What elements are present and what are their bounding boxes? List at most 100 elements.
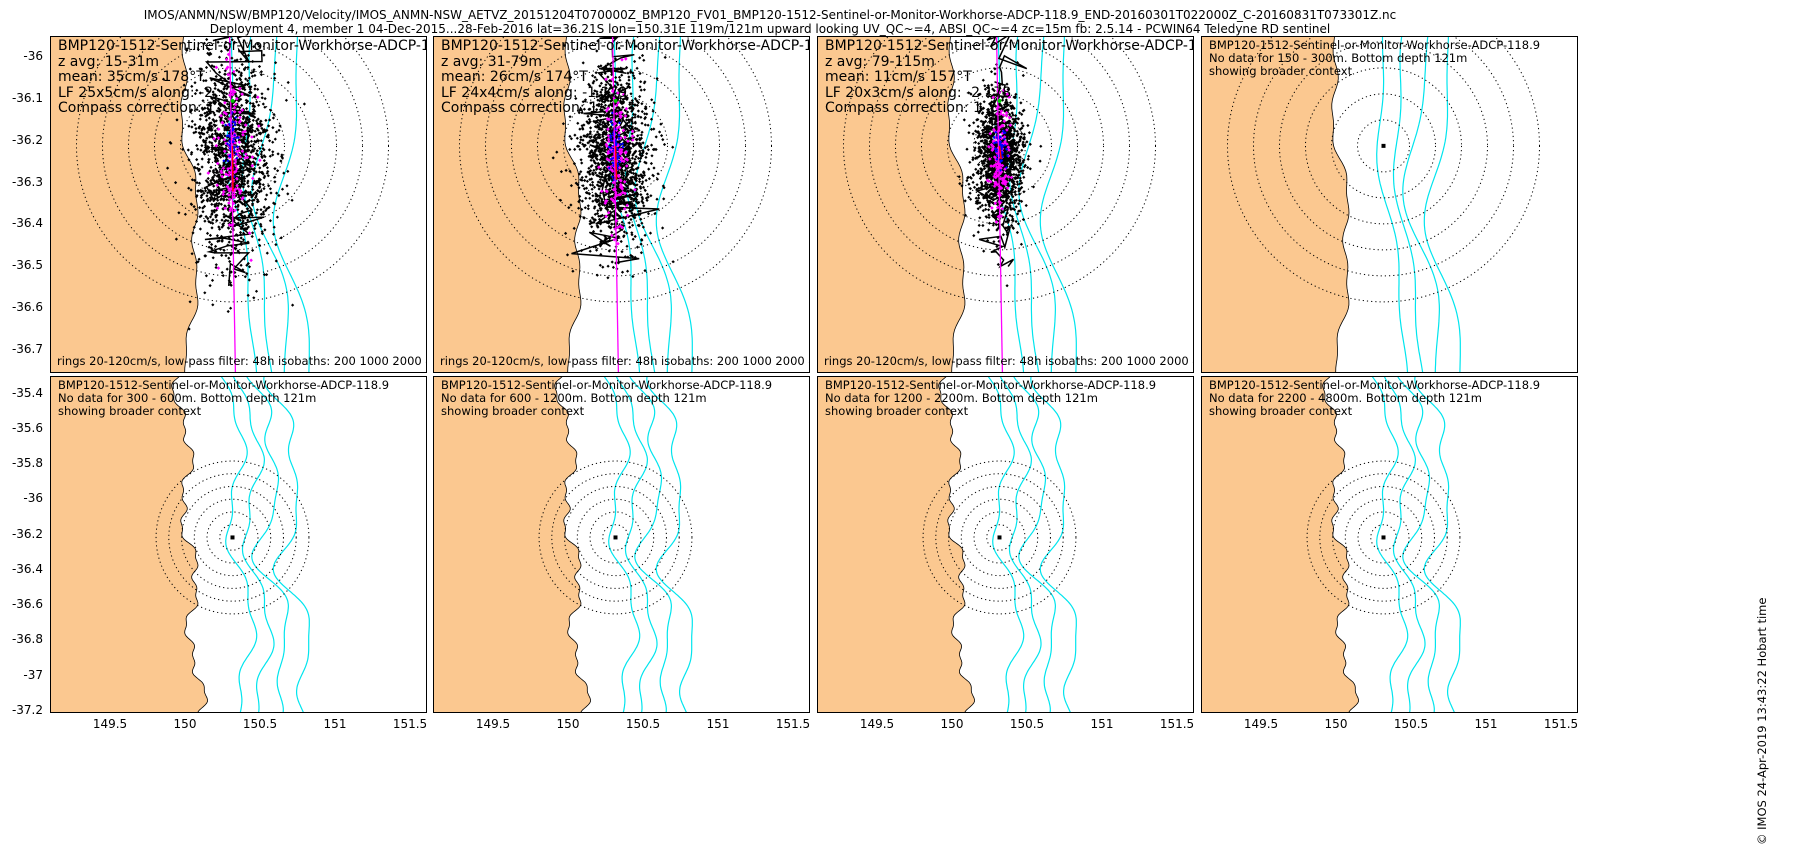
x-tick-label: 150: [173, 717, 197, 731]
isobath-line: [1013, 377, 1057, 712]
panel-info-line: z avg: 31-79m: [441, 53, 543, 70]
isobath-line: [615, 377, 658, 712]
speed-ring: [102, 37, 363, 277]
x-tick-label: 149.5: [859, 717, 895, 731]
speed-ring: [986, 524, 1013, 551]
mooring-marker: [1381, 143, 1386, 148]
y-tick-label: -35.4: [11, 385, 43, 400]
x-tick-label: 150.5: [242, 717, 278, 731]
isobath-line: [634, 37, 673, 372]
y-tick-label: -35.8: [11, 456, 43, 471]
current-map-panel: BMP120-1512-Sentinel-or-Monitor-Workhors…: [817, 36, 1194, 373]
map-plot: [1202, 37, 1540, 372]
panel-footer: rings 20-120cm/s, low-pass filter: 48h i…: [824, 354, 1194, 368]
x-tick-label: 151: [1090, 717, 1114, 731]
isobath-line: [655, 37, 693, 372]
y-tick-label: -37.2: [11, 703, 43, 717]
panel-footer: rings 20-120cm/s, low-pass filter: 48h i…: [57, 354, 427, 368]
panel-annotation: BMP120-1512-Sentinel-or-Monitor-Workhors…: [58, 38, 427, 117]
isobath-line: [1397, 377, 1441, 712]
speed-ring: [155, 460, 310, 615]
panel-info-line: No data for 1200 - 2200m. Bottom depth 1…: [825, 391, 1098, 405]
y-tick-label: -35.6: [11, 420, 43, 435]
x-tick-label: 151.5: [775, 717, 811, 731]
y-tick-label: -36.4: [11, 216, 43, 231]
panel-info-line: No data for 600 - 1200m. Bottom depth 12…: [441, 391, 707, 405]
panel-title: BMP120-1512-Sentinel-or-Monitor-Workhors…: [441, 378, 773, 392]
speed-ring: [1357, 511, 1410, 564]
isobath-line: [246, 377, 290, 712]
panel-info-line: No data for 2200 - 4800m. Bottom depth 1…: [1209, 391, 1482, 405]
panel-info-line: showing broader context: [825, 404, 969, 418]
y-tick-label: -36.2: [11, 526, 43, 541]
panel-title: BMP120-1512-Sentinel-or-Monitor-Workhors…: [825, 378, 1157, 392]
speed-ring: [485, 37, 746, 277]
mean-direction-line: [995, 37, 1004, 372]
x-tick-label: 150.5: [625, 717, 661, 731]
velocity-scatter: [161, 37, 306, 331]
speed-ring: [1306, 460, 1461, 615]
context-map-panel: BMP120-1512-Sentinel-or-Monitor-Workhors…: [1201, 376, 1578, 713]
speed-ring: [895, 41, 1104, 251]
speed-ring: [181, 485, 284, 589]
y-tick-label: -36.8: [11, 632, 43, 647]
isobath-line: [263, 377, 310, 712]
map-plot: [51, 377, 310, 712]
panel-annotation: BMP120-1512-Sentinel-or-Monitor-Workhors…: [1209, 39, 1540, 78]
speed-ring: [935, 473, 1064, 602]
panel-annotation: BMP120-1512-Sentinel-or-Monitor-Workhors…: [825, 38, 1193, 117]
speed-ring: [1279, 41, 1488, 251]
x-tick-label: 150.5: [1393, 717, 1429, 731]
lowpass-points: [992, 129, 1010, 173]
mooring-marker: [230, 535, 235, 540]
y-tick-label: -36.6: [11, 597, 43, 612]
isobath-line: [999, 377, 1042, 712]
isobath-line: [1402, 37, 1441, 372]
panel-title: BMP120-1512-Sentinel-or-Monitor-Workhors…: [1209, 38, 1541, 52]
context-map-panel: BMP120-1512-Sentinel-or-Monitor-Workhors…: [817, 376, 1194, 713]
map-plot: [818, 377, 1077, 712]
speed-ring: [1227, 37, 1540, 303]
panel-annotation: BMP120-1512-Sentinel-or-Monitor-Workhors…: [825, 379, 1156, 418]
speed-ring: [219, 524, 246, 551]
speed-ring: [960, 498, 1039, 577]
speed-ring: [206, 119, 259, 173]
land-area: [818, 37, 966, 372]
land-area: [434, 37, 582, 372]
speed-ring: [948, 485, 1051, 589]
map-plot: [434, 37, 772, 372]
mean-vector: [614, 145, 618, 180]
speed-ring: [869, 37, 1130, 277]
panel-title: BMP120-1512-Sentinel-or-Monitor-Workhors…: [58, 38, 427, 54]
speed-ring: [589, 119, 642, 173]
panel-info-line: No data for 300 - 600m. Bottom depth 121…: [58, 391, 317, 405]
panel-annotation: BMP120-1512-Sentinel-or-Monitor-Workhors…: [441, 38, 809, 117]
y-tick-label: -36.7: [11, 342, 43, 357]
isobath-line: [232, 377, 275, 712]
x-tick-label: 151.5: [1543, 717, 1579, 731]
credit-text: © IMOS 24-Apr-2019 13:43:22 Hobart time: [1755, 597, 1769, 845]
context-map-panel: BMP120-1512-Sentinel-or-Monitor-Workhors…: [50, 376, 427, 713]
speed-ring: [1331, 93, 1436, 199]
land-area: [51, 377, 208, 712]
y-tick-label: -37: [23, 667, 43, 682]
speed-ring: [602, 524, 629, 551]
mooring-marker: [613, 535, 618, 540]
panel-info-line: Compass correction: 1: [58, 100, 215, 116]
y-tick-label: -36: [23, 48, 43, 63]
panel-annotation: BMP120-1512-Sentinel-or-Monitor-Workhors…: [58, 379, 389, 418]
mooring-marker: [1381, 535, 1386, 540]
speed-ring: [128, 41, 337, 251]
panel-info-line: showing broader context: [441, 404, 585, 418]
x-tick-label: 151: [706, 717, 730, 731]
isobath-line: [1030, 377, 1077, 712]
land-area: [1202, 377, 1359, 712]
speed-ring: [511, 41, 720, 251]
map-plot: [51, 37, 389, 372]
panel-info-line: No data for 150 - 300m. Bottom depth 121…: [1209, 51, 1468, 65]
isobath-line: [225, 37, 258, 372]
y-tick-label: -36.6: [11, 300, 43, 315]
x-tick-label: 150.5: [1009, 717, 1045, 731]
panel-info-line: z avg: 79-115m: [825, 53, 935, 70]
y-tick-label: -36.1: [11, 90, 43, 105]
